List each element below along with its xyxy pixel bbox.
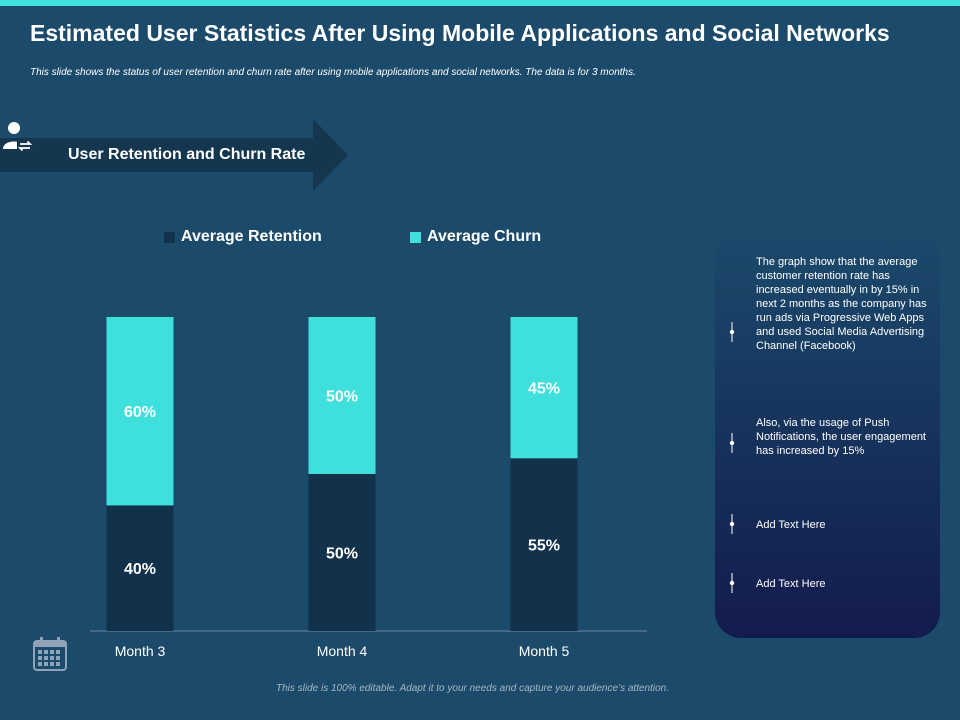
- legend-label-churn: Average Churn: [427, 228, 542, 245]
- legend-swatch-retention: [164, 231, 175, 243]
- x-tick-label: Month 3: [115, 643, 166, 659]
- note-text: Also, via the usage of Push Notification…: [756, 417, 926, 457]
- x-tick-label: Month 5: [519, 643, 570, 659]
- legend-label-retention: Average Retention: [181, 228, 322, 245]
- legend-swatch-churn: [410, 231, 421, 243]
- data-label: 55%: [528, 538, 560, 555]
- calendar-icon: [33, 637, 67, 671]
- stacked-bar-chart: 40% 60% Month 3 50% 50% Month 4 55% 45% Month 5: [90, 317, 647, 659]
- accent-top-bar: [0, 0, 960, 6]
- bar-segment-churn: [308, 317, 376, 474]
- bullet-marker-icon: [729, 322, 735, 342]
- page-title: Estimated User Statistics After Using Mo…: [30, 20, 890, 46]
- bullet-marker-icon: [729, 433, 735, 453]
- user-refresh-icon: [3, 122, 33, 152]
- bullet-marker-icon: [729, 573, 735, 593]
- bar-segment-retention: [510, 458, 578, 631]
- bar-segment-retention: [308, 474, 376, 631]
- bar-segment-retention: [106, 505, 174, 631]
- data-label: 50%: [326, 546, 358, 563]
- legend-retention: Average Retention: [164, 228, 322, 246]
- data-label: 45%: [528, 381, 560, 398]
- bullet-marker-icon: [729, 514, 735, 534]
- note-text: The graph show that the average customer…: [756, 256, 927, 352]
- banner-label: User Retention and Churn Rate: [68, 146, 306, 163]
- data-label: 50%: [326, 389, 358, 406]
- note-text[interactable]: Add Text Here: [756, 578, 826, 590]
- note-text[interactable]: Add Text Here: [756, 519, 826, 531]
- banner-arrow-shape: [0, 119, 348, 191]
- data-label: 60%: [124, 404, 156, 421]
- notes-panel: The graph show that the average customer…: [715, 233, 940, 638]
- page-subtitle: This slide shows the status of user rete…: [30, 67, 636, 78]
- footer-note: This slide is 100% editable. Adapt it to…: [275, 683, 670, 694]
- legend-churn: Average Churn: [410, 228, 541, 246]
- x-tick-label: Month 4: [317, 643, 368, 659]
- bar-segment-churn: [510, 317, 578, 459]
- bar-segment-churn: [106, 317, 174, 506]
- data-label: 40%: [124, 561, 156, 578]
- section-banner: User Retention and Churn Rate: [0, 119, 350, 191]
